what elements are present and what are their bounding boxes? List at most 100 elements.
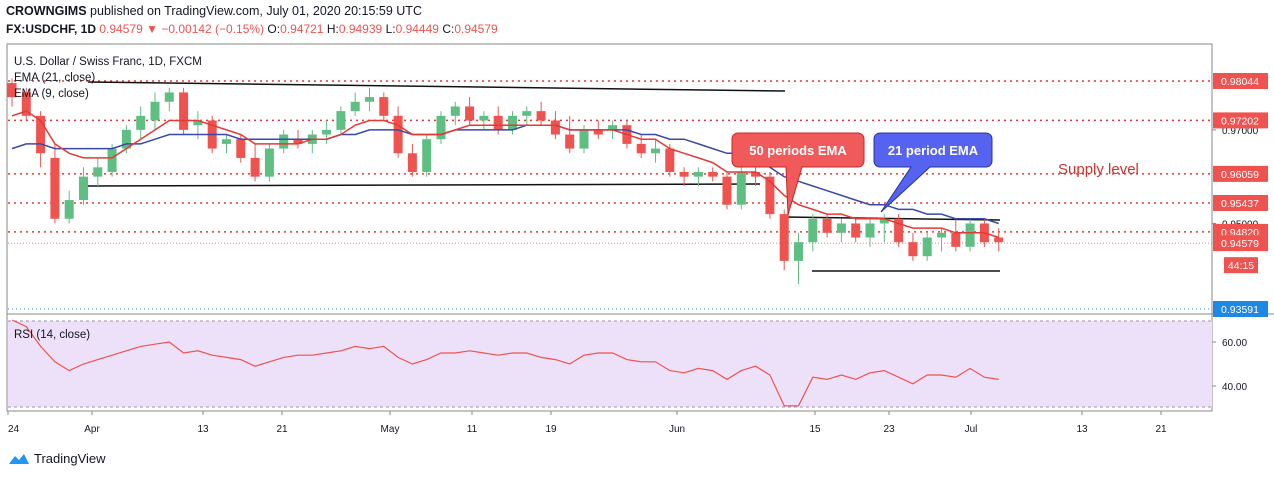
- candle-body: [708, 171, 718, 177]
- publisher-name: CROWNGIMS: [6, 4, 87, 18]
- high-label: H:: [326, 22, 339, 36]
- time-tick-label: 19: [545, 424, 557, 435]
- candle-body: [79, 176, 88, 201]
- candle: [407, 143, 417, 177]
- candle-body: [450, 106, 460, 116]
- close-value: 0.94579: [454, 22, 498, 36]
- candle-body: [822, 218, 832, 233]
- countdown-tag: 44:15: [1224, 257, 1258, 274]
- candle-body: [436, 115, 446, 140]
- candle-body: [164, 92, 174, 102]
- candle-body: [865, 223, 875, 238]
- candle: [64, 190, 74, 224]
- price-axis: 0.970000.950000.980440.972020.960590.954…: [1212, 73, 1268, 317]
- candle-body: [64, 200, 74, 219]
- candle: [865, 218, 875, 247]
- candle-body: [536, 111, 546, 121]
- candle-body: [751, 171, 761, 177]
- time-tick-label: 24: [8, 424, 20, 435]
- ema50-callout: 50 periods EMA: [731, 132, 865, 216]
- price-tag-bg: [1213, 112, 1268, 129]
- candlestick-series: [7, 78, 1004, 285]
- ema9-legend: EMA (9, close): [14, 88, 89, 100]
- candle-body: [193, 120, 203, 126]
- candle: [736, 167, 746, 210]
- rsi-tick-label: 40.00: [1222, 382, 1247, 393]
- candle: [965, 218, 975, 252]
- rsi-axis: 60.00 40.00: [1212, 338, 1247, 393]
- supply-level-label: Supply level: [1058, 161, 1139, 178]
- ema21-callout-text: 21 period EMA: [888, 143, 979, 158]
- candle-body: [794, 242, 803, 261]
- candle: [465, 97, 475, 126]
- price-tag-bg: [1213, 73, 1268, 89]
- ohlc-line: FX:USDCHF, 1D 0.94579 ▼ −0.00142 (−0.15%…: [6, 22, 498, 36]
- candle-body: [107, 148, 117, 172]
- open-label: O:: [267, 22, 281, 36]
- price-tag: 0.93591: [1213, 301, 1268, 317]
- price-tag-bg: [1213, 301, 1268, 317]
- candle-body: [365, 97, 374, 102]
- candle-body: [21, 92, 31, 116]
- candle-body: [651, 148, 660, 154]
- candle-body: [179, 92, 189, 130]
- candle-body: [465, 106, 475, 121]
- candle-body: [908, 242, 918, 257]
- candle: [779, 209, 789, 271]
- candle-body: [679, 171, 689, 177]
- candle: [422, 134, 432, 177]
- candle-body: [922, 237, 932, 257]
- close-label: C:: [442, 22, 455, 36]
- candle-body: [222, 139, 231, 144]
- candle-body: [593, 129, 603, 135]
- trend-lines: [87, 81, 1001, 272]
- lower-trendline: [87, 183, 761, 187]
- candle-body: [836, 223, 846, 233]
- candle-body: [851, 223, 861, 238]
- time-tick-label: 13: [197, 424, 209, 435]
- candle: [508, 111, 517, 135]
- candle: [479, 111, 489, 130]
- candle-body: [479, 115, 489, 121]
- price-tag-bg: [1213, 195, 1268, 211]
- candle: [679, 167, 689, 187]
- candle: [894, 214, 904, 247]
- candle-body: [93, 167, 103, 177]
- candle-body: [264, 148, 274, 177]
- candle: [350, 92, 360, 116]
- candle: [436, 111, 446, 144]
- candle: [93, 157, 103, 187]
- candle: [708, 167, 718, 182]
- ema21-legend: EMA (21, close): [14, 72, 95, 84]
- ema21-callout: 21 period EMA: [873, 132, 993, 213]
- time-tick-label: Apr: [84, 424, 100, 435]
- candle-body: [150, 101, 160, 121]
- price-tick-label: 0.97000: [1222, 126, 1259, 137]
- candle-body: [493, 115, 503, 130]
- tradingview-logo-icon: [9, 453, 29, 464]
- candle-body: [393, 115, 403, 154]
- candle: [250, 143, 260, 182]
- rsi-line: [11, 319, 999, 407]
- high-value: 0.94939: [338, 22, 383, 36]
- candle-body: [636, 143, 646, 154]
- candle: [994, 228, 1004, 252]
- candle: [722, 171, 732, 210]
- candle-body: [693, 171, 703, 177]
- ema9-line: [11, 110, 999, 239]
- candle-body: [894, 218, 904, 243]
- horizontal-levels: [8, 80, 1212, 310]
- countdown-label: 44:15: [1228, 260, 1254, 272]
- candle: [365, 87, 374, 112]
- publish-line: CROWNGIMS published on TradingView.com, …: [6, 4, 422, 18]
- candle-body: [121, 129, 131, 149]
- time-tick-label: Jul: [965, 424, 978, 435]
- candle: [222, 134, 231, 154]
- candle: [107, 143, 117, 177]
- candle-body: [293, 139, 303, 144]
- candle: [264, 143, 274, 182]
- candle: [322, 120, 332, 144]
- chart-legend-title: U.S. Dollar / Swiss Franc, 1D, FXCM: [14, 56, 202, 68]
- candle-body: [608, 125, 618, 130]
